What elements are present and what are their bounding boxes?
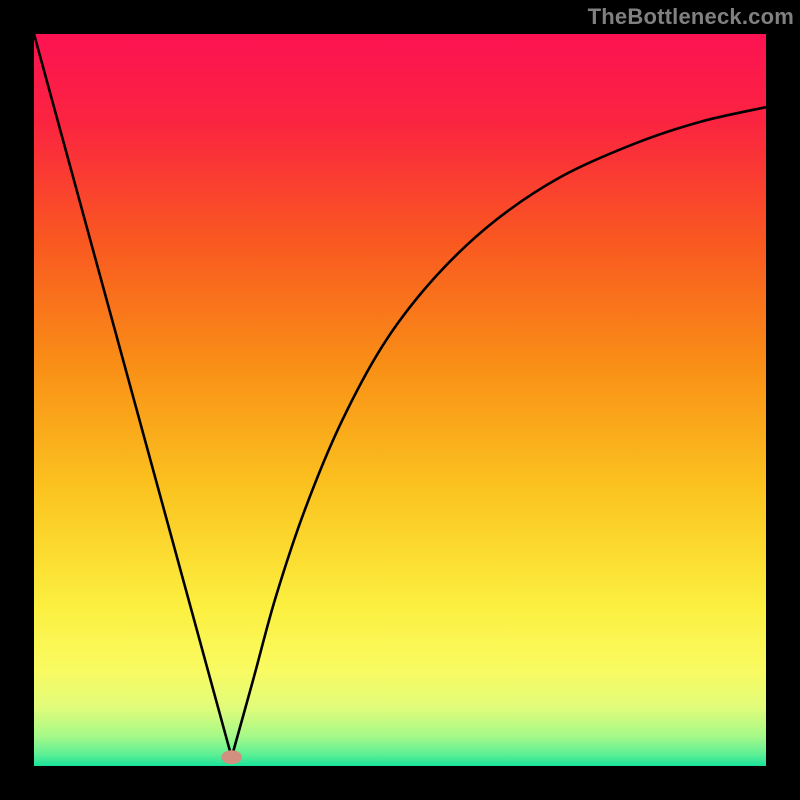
optimal-point-marker xyxy=(221,750,241,764)
gradient-background xyxy=(34,34,766,766)
plot-svg xyxy=(34,34,766,766)
chart-container: TheBottleneck.com xyxy=(0,0,800,800)
plot-area xyxy=(34,34,766,766)
watermark-text: TheBottleneck.com xyxy=(588,4,794,30)
